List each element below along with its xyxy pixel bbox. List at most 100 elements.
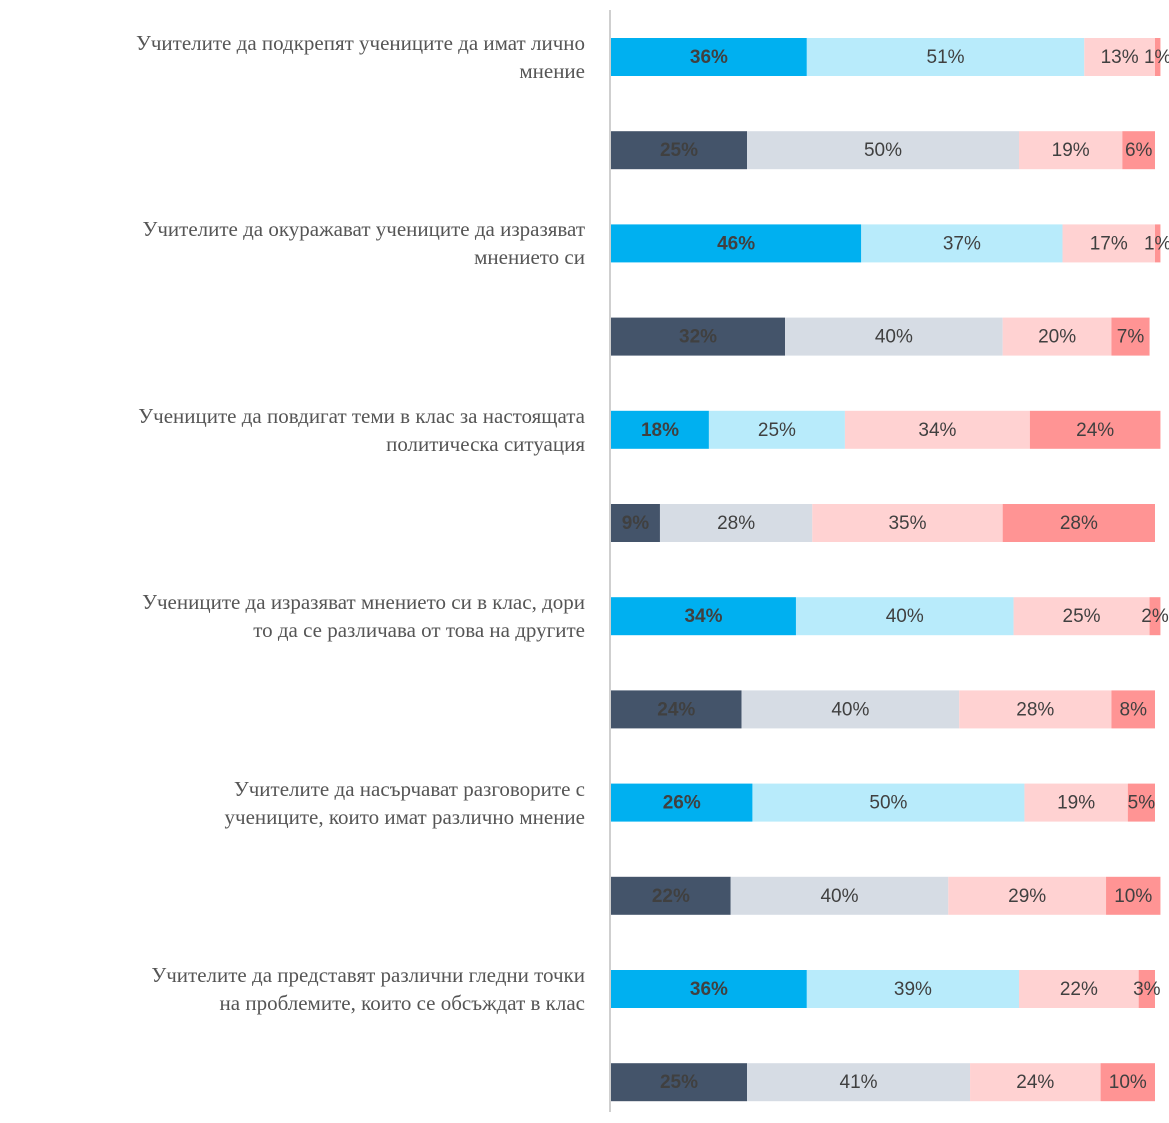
category-label: Учителите да подкрепят учениците да имат… [136,31,585,83]
value-label: 24% [1076,420,1114,441]
value-label: 18% [641,420,679,441]
value-label: 28% [1060,513,1098,534]
value-label: 8% [1120,699,1148,720]
value-label: 50% [869,793,907,814]
value-label: 24% [657,699,695,720]
value-label: 20% [1038,327,1076,348]
bar-segment [1019,970,1139,1008]
value-label: 19% [1057,793,1095,814]
bar-segment [1111,690,1155,729]
value-label: 40% [875,327,913,348]
value-label: 40% [831,699,869,720]
value-label: 28% [717,513,755,534]
value-label: 3% [1133,979,1161,1000]
bar-segment [611,876,731,915]
bar-segment [1024,783,1128,822]
value-label: 22% [652,886,690,907]
bar-segment [1127,783,1155,822]
category-label: Учениците да повдигат теми в клас за нас… [138,403,585,456]
value-label: 26% [663,793,701,814]
bar-segment [611,224,862,263]
bar-segment [611,410,709,449]
value-label: 39% [894,979,932,1000]
bar-segment [1155,38,1161,76]
bar-segment [730,876,949,915]
value-label: 25% [660,140,698,161]
bar-segment [1149,597,1161,636]
value-label: 25% [660,1072,698,1093]
bar-segment [611,597,796,636]
value-label: 36% [690,47,728,68]
bar-segment [659,504,813,542]
category-label: Учителите да насърчават разговорите с уч… [224,776,585,829]
value-label: 5% [1128,793,1156,814]
value-label: 1% [1144,233,1169,254]
bar-segment [970,1063,1101,1102]
value-label: 35% [888,513,926,534]
bar-segment [611,131,747,170]
bar-segment [1062,224,1155,263]
value-label: 40% [820,886,858,907]
value-label: 13% [1101,47,1139,68]
value-label: 34% [684,606,722,627]
bar-segment [1122,131,1155,170]
bar-segment [959,690,1112,729]
bar-segment [611,970,807,1008]
bar-segment [611,1063,747,1102]
value-label: 25% [758,420,796,441]
bar-segment [806,970,1019,1008]
bar-segment [1013,597,1150,636]
value-label: 41% [840,1072,878,1093]
bar-segment [1029,410,1161,449]
bar-segment [806,38,1085,76]
bar-segment [611,504,660,542]
value-label: 36% [690,979,728,1000]
category-label: Учителите да окуражават учениците да изр… [142,217,585,270]
bar-segment [795,597,1014,636]
value-label: 7% [1117,327,1145,348]
category-label: Учениците да изразяват мнението си в кла… [142,590,585,643]
value-label: 50% [864,140,902,161]
bar-segment [741,690,960,729]
value-label: 24% [1016,1072,1054,1093]
bar-segment [611,690,742,729]
value-label: 2% [1141,606,1169,627]
value-label: 34% [918,420,956,441]
value-label: 1% [1144,47,1169,68]
bar-segment [861,224,1063,263]
value-label: 37% [943,233,981,254]
bar-segment [812,504,1003,542]
value-label: 22% [1060,979,1098,1000]
bar-segment [752,783,1025,822]
bar-segment [747,1063,971,1102]
value-label: 25% [1063,606,1101,627]
bar-segment [1002,317,1112,356]
value-label: 9% [622,513,650,534]
bar-segment [1138,970,1155,1008]
bar-segment [948,876,1107,915]
bar-segment [1002,504,1155,542]
bar-segment [1106,876,1161,915]
value-label: 10% [1109,1072,1147,1093]
bar-segment [611,783,753,822]
value-label: 29% [1008,886,1046,907]
bar-segment [747,131,1019,170]
value-label: 40% [886,606,924,627]
category-label: Учителите да представят различни гледни … [151,963,585,1015]
value-label: 51% [927,47,965,68]
bar-segment [708,410,845,449]
value-label: 28% [1016,699,1054,720]
bar-segment [1100,1063,1155,1102]
bar-segment [785,317,1003,356]
bar-segment [844,410,1030,449]
value-label: 19% [1052,140,1090,161]
bar-segment [1111,317,1150,356]
value-label: 17% [1090,233,1128,254]
value-label: 10% [1114,886,1152,907]
value-label: 6% [1125,140,1153,161]
bar-segment [1084,38,1155,76]
bar-segment [1155,224,1161,263]
value-label: 32% [679,327,717,348]
